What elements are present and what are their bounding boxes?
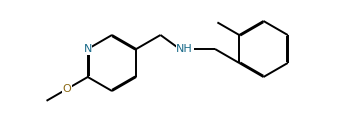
Text: O: O bbox=[63, 84, 72, 94]
Text: N: N bbox=[84, 44, 92, 54]
Text: NH: NH bbox=[176, 44, 193, 54]
